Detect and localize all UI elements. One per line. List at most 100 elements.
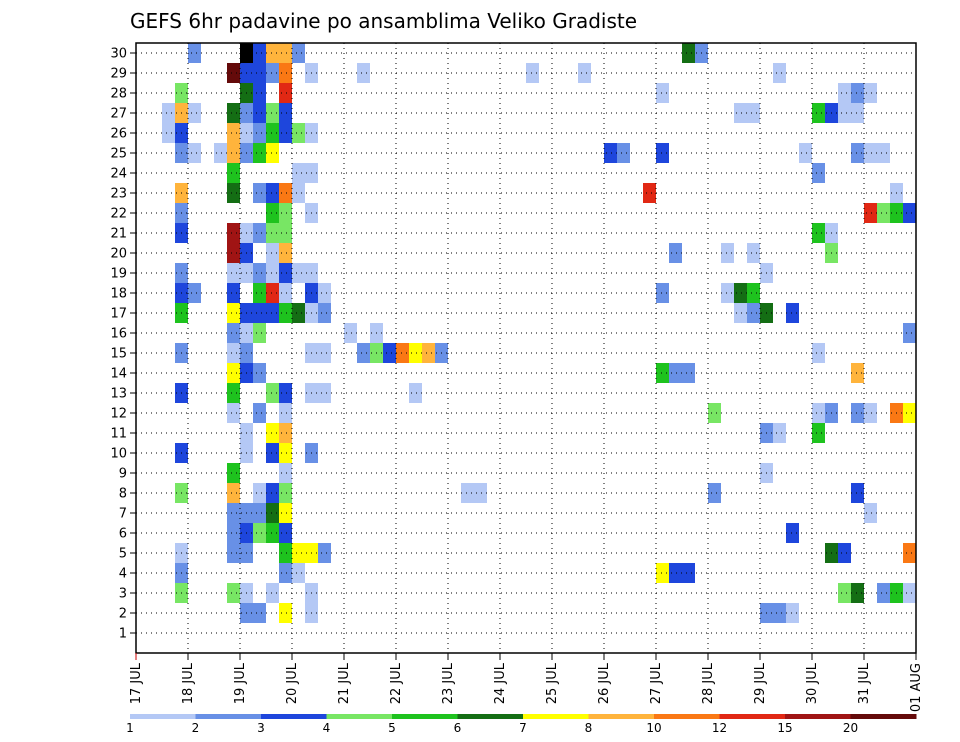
precip-cell	[253, 63, 266, 83]
precip-cell	[227, 243, 240, 263]
precip-cell	[279, 123, 292, 143]
precip-cell	[279, 283, 292, 303]
precip-cell	[188, 283, 201, 303]
colorbar: 1 2 3 4 5 6 7 8 10 12 15 20	[126, 714, 917, 735]
precip-cell	[383, 343, 396, 363]
precip-cell	[877, 203, 890, 223]
x-tick-label: 24 JUL	[493, 662, 508, 704]
precip-cell	[227, 543, 240, 563]
y-tick-label: 25	[110, 147, 127, 162]
precip-cell	[162, 103, 175, 123]
precip-cell	[253, 83, 266, 103]
precip-cell	[214, 143, 227, 163]
y-tick-label: 15	[110, 347, 127, 362]
precip-cell	[851, 583, 864, 603]
precip-cell	[253, 483, 266, 503]
precip-cell	[266, 303, 279, 323]
precip-cell	[526, 63, 539, 83]
precip-cell	[253, 403, 266, 423]
precip-cell	[838, 83, 851, 103]
y-tick-label: 5	[119, 547, 127, 562]
x-tick-label: 28 JUL	[701, 662, 716, 704]
precip-cell	[227, 143, 240, 163]
precip-cell	[851, 363, 864, 383]
precip-cell	[747, 243, 760, 263]
precip-cell	[266, 583, 279, 603]
precip-cell	[292, 123, 305, 143]
precip-cell	[279, 483, 292, 503]
precip-cell	[266, 503, 279, 523]
colorbar-swatch	[261, 714, 327, 719]
x-tick-label: 17 JUL	[129, 662, 144, 704]
colorbar-label: 6	[454, 721, 462, 735]
precip-cell	[266, 63, 279, 83]
plot-frame	[135, 42, 917, 654]
precip-cell	[227, 383, 240, 403]
x-tick-label: 23 JUL	[441, 662, 456, 704]
precip-cell	[253, 223, 266, 243]
y-tick-label: 10	[110, 447, 127, 462]
precip-cell	[227, 323, 240, 343]
precip-cell	[786, 303, 799, 323]
x-axis: 17 JUL 18 JUL 19 JUL 20 JUL 21 JUL 22 JUL 23 J…	[129, 653, 924, 712]
precip-cell	[266, 143, 279, 163]
colorbar-swatch	[457, 714, 524, 719]
precip-cell	[318, 283, 331, 303]
precip-cell	[253, 603, 266, 623]
precip-cell	[227, 363, 240, 383]
y-tick-label: 14	[110, 367, 127, 382]
precip-cell	[409, 343, 422, 363]
precip-cell	[188, 143, 201, 163]
x-tick-label: 30 JUL	[805, 662, 820, 704]
y-tick-label: 30	[110, 47, 127, 62]
precip-cell	[279, 203, 292, 223]
precip-cell	[227, 303, 240, 323]
precip-cell	[227, 263, 240, 283]
precip-cell	[318, 543, 331, 563]
precip-cell	[292, 303, 305, 323]
precip-cell	[812, 423, 825, 443]
precip-cell	[318, 303, 331, 323]
precip-cell	[279, 83, 292, 103]
precip-cell	[227, 403, 240, 423]
y-tick-label: 6	[119, 527, 127, 542]
colorbar-swatch	[654, 714, 720, 719]
precip-cell	[292, 163, 305, 183]
precip-cell	[253, 103, 266, 123]
x-tick-label: 20 JUL	[285, 662, 300, 704]
precip-cell	[903, 323, 916, 343]
precip-cell	[253, 283, 266, 303]
precip-cell	[461, 483, 474, 503]
y-tick-label: 29	[110, 67, 127, 82]
precip-cell	[266, 523, 279, 543]
precip-cell	[253, 183, 266, 203]
precip-cell	[838, 543, 851, 563]
precip-cell	[773, 63, 786, 83]
precip-cell	[669, 243, 682, 263]
colorbar-swatch	[130, 714, 196, 719]
precip-cell	[773, 603, 786, 623]
precip-cell	[279, 243, 292, 263]
precip-cell	[812, 403, 825, 423]
colorbar-label: 7	[519, 721, 527, 735]
x-tick-label: 29 JUL	[753, 662, 768, 704]
precip-cell	[253, 303, 266, 323]
precip-cell	[318, 343, 331, 363]
precip-cell	[279, 403, 292, 423]
precip-cell	[903, 583, 916, 603]
y-tick-label: 18	[110, 287, 127, 302]
precip-cell	[734, 303, 747, 323]
precip-cell	[864, 203, 877, 223]
precip-cell	[227, 183, 240, 203]
precip-cell	[253, 503, 266, 523]
precip-cell	[786, 603, 799, 623]
precip-cell	[604, 143, 617, 163]
precip-cell	[734, 283, 747, 303]
y-tick-label: 12	[110, 407, 127, 422]
precip-cell	[721, 243, 734, 263]
precip-cell	[812, 103, 825, 123]
precip-cell	[643, 183, 656, 203]
precip-cell	[656, 143, 669, 163]
precip-cell	[799, 143, 812, 163]
